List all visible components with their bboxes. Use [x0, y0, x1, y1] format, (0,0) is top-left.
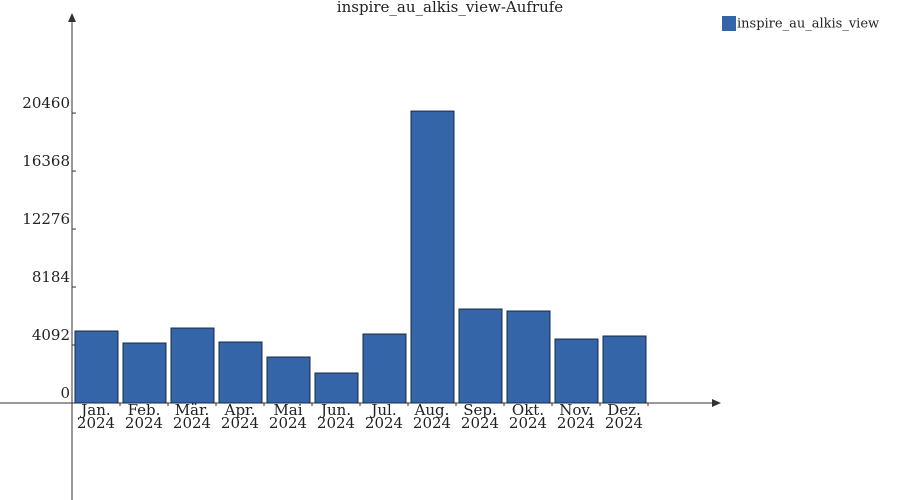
y-axis-arrow	[68, 13, 76, 22]
bar	[122, 342, 167, 404]
y-tick-label: 8184	[32, 268, 70, 286]
bar	[602, 335, 647, 404]
bar	[170, 327, 215, 404]
y-tick-label: 4092	[32, 326, 70, 344]
bar	[410, 110, 455, 404]
x-tick-label: Aug. 2024	[412, 401, 452, 432]
y-tick-label: 20460	[22, 94, 70, 112]
x-tick-label: Jun. 2024	[316, 401, 356, 432]
bar	[314, 372, 359, 404]
x-tick-label: Mai 2024	[268, 401, 308, 432]
y-tick-label: 16368	[22, 152, 70, 170]
bar	[74, 330, 119, 404]
x-tick-label: Jan. 2024	[76, 401, 116, 432]
bar	[218, 341, 263, 404]
x-tick-label: Mär. 2024	[172, 401, 212, 432]
x-tick-label: Nov. 2024	[556, 401, 596, 432]
x-tick-label: Feb. 2024	[124, 401, 164, 432]
x-tick-label: Apr. 2024	[220, 401, 260, 432]
x-tick-label: Sep. 2024	[460, 401, 500, 432]
legend-swatch	[722, 16, 736, 31]
bar	[554, 338, 599, 404]
legend-label: inspire_au_alkis_view	[737, 17, 879, 32]
x-tick-label: Jul. 2024	[364, 401, 404, 432]
x-tick-label: Dez. 2024	[604, 401, 644, 432]
y-tick-label: 12276	[22, 210, 70, 228]
bar	[362, 333, 407, 404]
bar	[506, 310, 551, 404]
chart-title: inspire_au_alkis_view-Aufrufe	[337, 0, 564, 16]
y-tick-label: 0	[60, 384, 70, 402]
bar	[458, 308, 503, 404]
x-tick-label: Okt. 2024	[508, 401, 548, 432]
bar	[266, 356, 311, 404]
x-axis-arrow	[712, 399, 721, 407]
